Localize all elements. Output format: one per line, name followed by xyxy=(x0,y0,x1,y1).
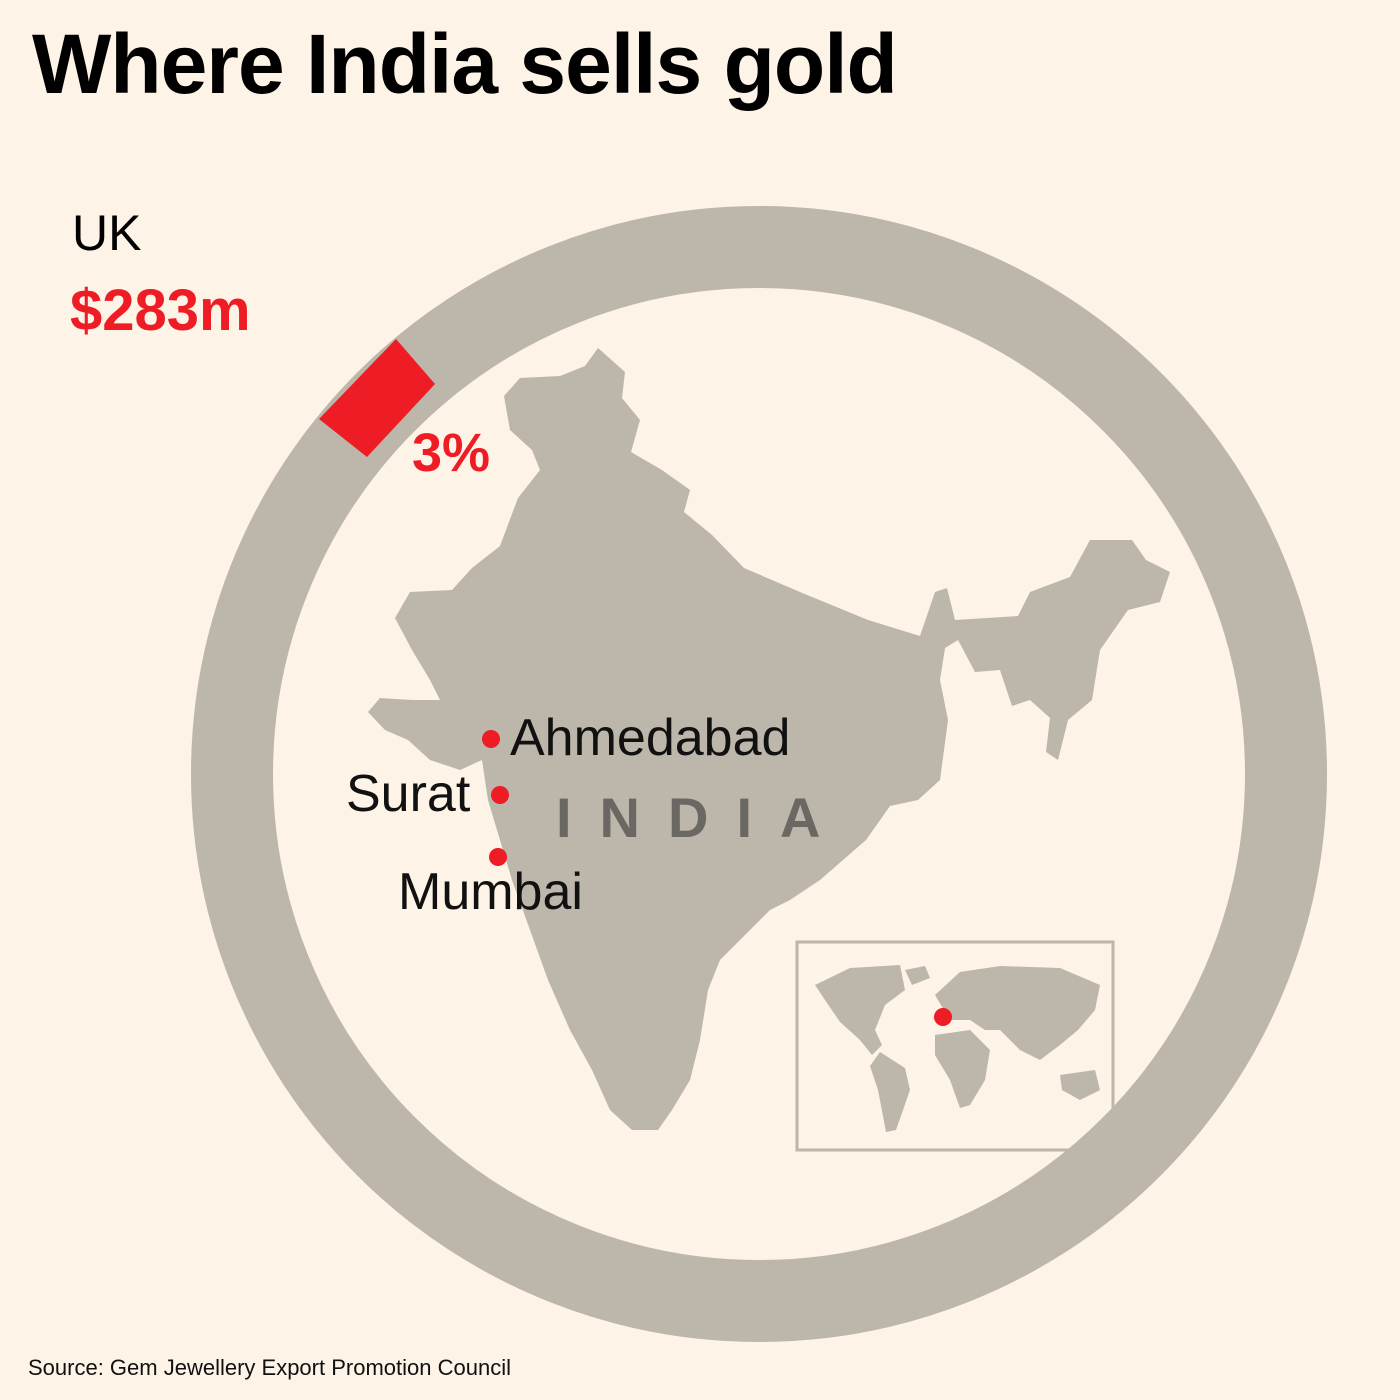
region-label: INDIA xyxy=(556,786,849,849)
world-inset-land xyxy=(815,965,1100,1132)
city-label-ahmedabad: Ahmedabad xyxy=(510,709,791,767)
page-title: Where India sells gold xyxy=(32,17,898,111)
surat-marker xyxy=(491,786,509,804)
source-note: Source: Gem Jewellery Export Promotion C… xyxy=(28,1355,511,1380)
world-inset-frame xyxy=(795,940,1115,1152)
destination-value: $283m xyxy=(70,278,251,343)
city-label-surat: Surat xyxy=(346,765,471,823)
world-inset xyxy=(795,940,1115,1152)
uk-share-segment xyxy=(319,339,435,457)
city-label-mumbai: Mumbai xyxy=(398,863,583,921)
uk-inset-marker xyxy=(934,1008,952,1026)
destination-country: UK xyxy=(72,205,142,261)
ahmedabad-marker xyxy=(482,730,500,748)
destination-ring xyxy=(191,206,1327,1342)
india-map-shape xyxy=(368,348,1170,1130)
mumbai-marker xyxy=(489,848,507,866)
destination-share: 3% xyxy=(412,423,491,483)
